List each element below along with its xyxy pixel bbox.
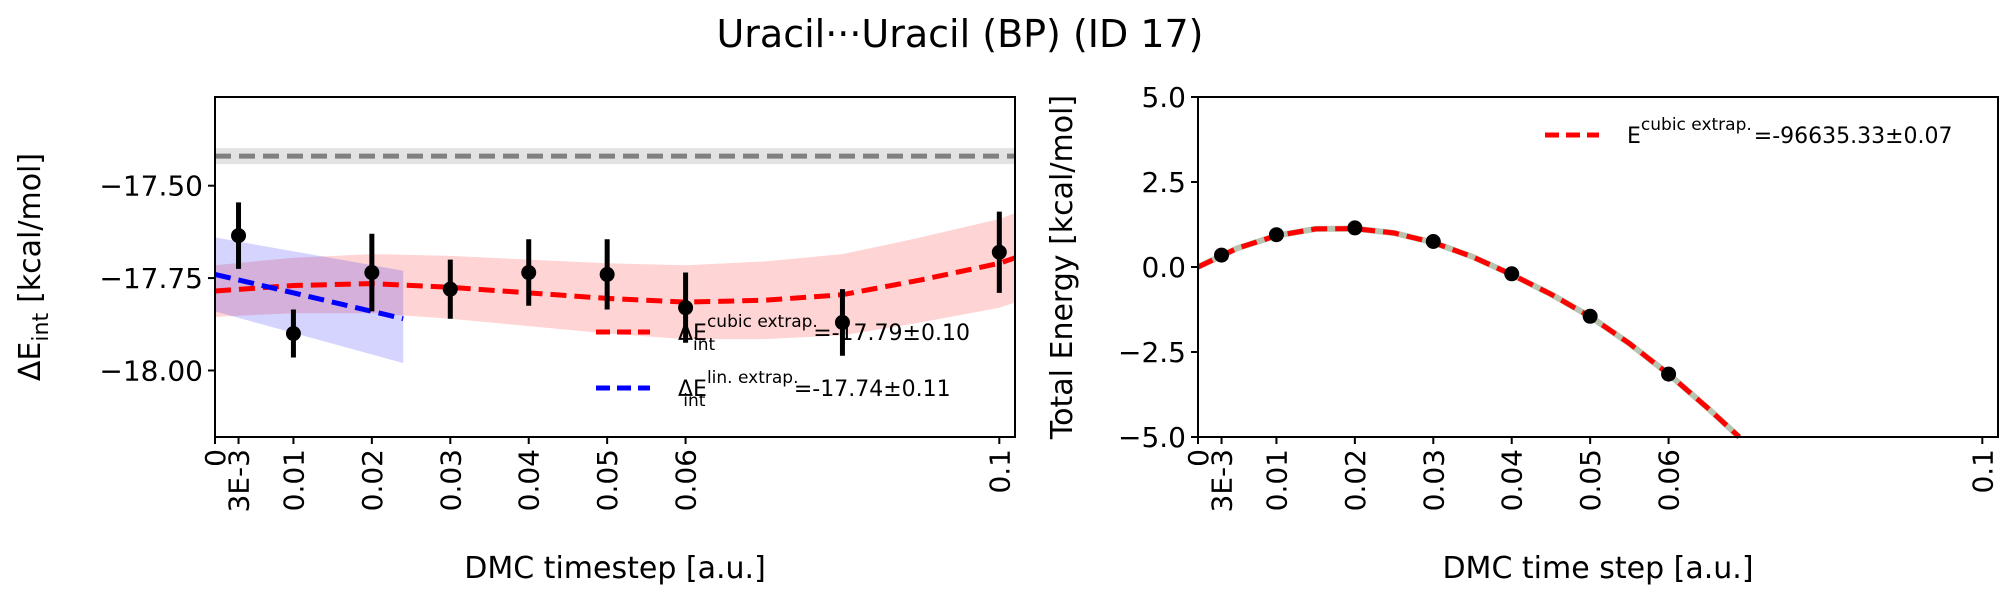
data-point [442,281,458,297]
cubic-fit-band [215,213,1015,340]
y-axis-label-main: ΔE [13,342,48,381]
data-points [1214,220,1677,382]
x-ticks-left: 03E-3 0.01 0.02 0.03 0.04 0.05 0.06 0.1 [199,437,1016,512]
x-tick-label: 0.04 [513,449,546,511]
chart-total-energy: 03E-3 0.01 0.02 0.03 0.04 0.05 0.06 0.1 5.0 2.5 0… [1045,81,1999,586]
x-tick-label: 0.02 [356,449,389,511]
x-tick-label: 0.04 [1496,449,1529,511]
reference-line [215,148,1015,165]
data-point [991,244,1007,260]
data-point [1268,227,1284,243]
data-point [1425,234,1441,249]
data-point [1347,220,1363,236]
data-point [231,228,247,244]
legend-label: Ecubic extrap.=-96635.33±0.07 [1627,115,1953,149]
lin-fit-line [214,271,404,322]
x-tick-label: 0.01 [1260,449,1293,511]
y-tick-label: −17.75 [99,262,203,295]
fit-lines [214,255,1016,322]
x-tick-label: 0.03 [1417,449,1450,511]
plot-frame-left [214,96,1016,438]
y-tick-label: 0.0 [1141,251,1186,284]
x-axis-label-right: DMC time step [a.u.] [1442,551,1753,586]
x-tick-label: 0.02 [1339,449,1372,511]
x-tick-label: 0.06 [1653,449,1686,511]
legend-right: Ecubic extrap.=-96635.33±0.07 [1545,115,1953,149]
y-tick-label: −5.0 [1118,421,1186,454]
y-tick-label: 5.0 [1141,81,1186,114]
y-tick-label: −17.50 [99,170,203,203]
x-tick-label: 0.01 [277,449,310,511]
x-tick-label: 0 [1182,449,1215,467]
cubic-fit-line [1196,226,1741,439]
y-axis-label-sub: int [29,313,54,342]
fit-confidence-bands [215,213,1015,364]
fit-lines [1196,225,1742,440]
data-points [231,202,1007,358]
data-point [1214,247,1230,263]
legend-label: ΔElin. extrap. int =-17.74±0.11 [678,368,951,411]
x-tick-label: 0.05 [1574,449,1607,511]
underlying-fit-line [1196,225,1742,440]
data-point [599,266,615,282]
x-tick-label: 0.06 [670,449,703,511]
data-point [364,265,380,281]
x-ticks-right: 03E-3 0.01 0.02 0.03 0.04 0.05 0.06 0.1 [1182,437,1999,512]
lin-fit-band [215,237,404,364]
y-axis-label-right: Total Energy [kcal/mol] [1045,95,1080,440]
figure-title: Uracil···Uracil (BP) (ID 17) [716,12,1203,56]
y-axis-label-left: ΔEint [kcal/mol] [13,153,54,381]
data-point [285,326,301,342]
y-ticks-left: −17.50 −17.75 −18.00 [99,170,215,387]
legend-left: ΔEcubic extrap. int =-17.79±0.10 ΔElin. ext… [596,312,970,411]
legend-label: ΔEcubic extrap. int =-17.79±0.10 [678,312,970,355]
x-tick-label: 3E-3 [1206,449,1239,512]
y-tick-label: 2.5 [1141,166,1186,199]
data-point [1504,266,1520,282]
data-point [834,314,850,330]
y-axis-label-unit: [kcal/mol] [13,153,48,303]
y-ticks-right: 5.0 2.5 0.0 −2.5 −5.0 [1118,81,1198,454]
x-tick-label: 0.05 [591,449,624,511]
x-axis-label-left: DMC timestep [a.u.] [464,551,766,586]
chart-delta-e-int: 03E-3 0.01 0.02 0.03 0.04 0.05 0.06 0.1 −17.50−… [13,96,1016,586]
y-tick-label: −2.5 [1118,336,1186,369]
x-tick-label: 0.03 [434,449,467,511]
y-tick-label: −18.00 [99,354,203,387]
x-tick-label: 0 [199,449,232,467]
cubic-fit-line [214,255,1016,305]
data-point [1661,366,1677,382]
x-tick-label: 0.1 [1966,449,1999,494]
x-tick-label: 0.1 [983,449,1016,494]
data-point [1582,308,1598,324]
x-tick-label: 3E-3 [223,449,256,512]
data-point [678,300,694,316]
data-point [521,265,537,281]
